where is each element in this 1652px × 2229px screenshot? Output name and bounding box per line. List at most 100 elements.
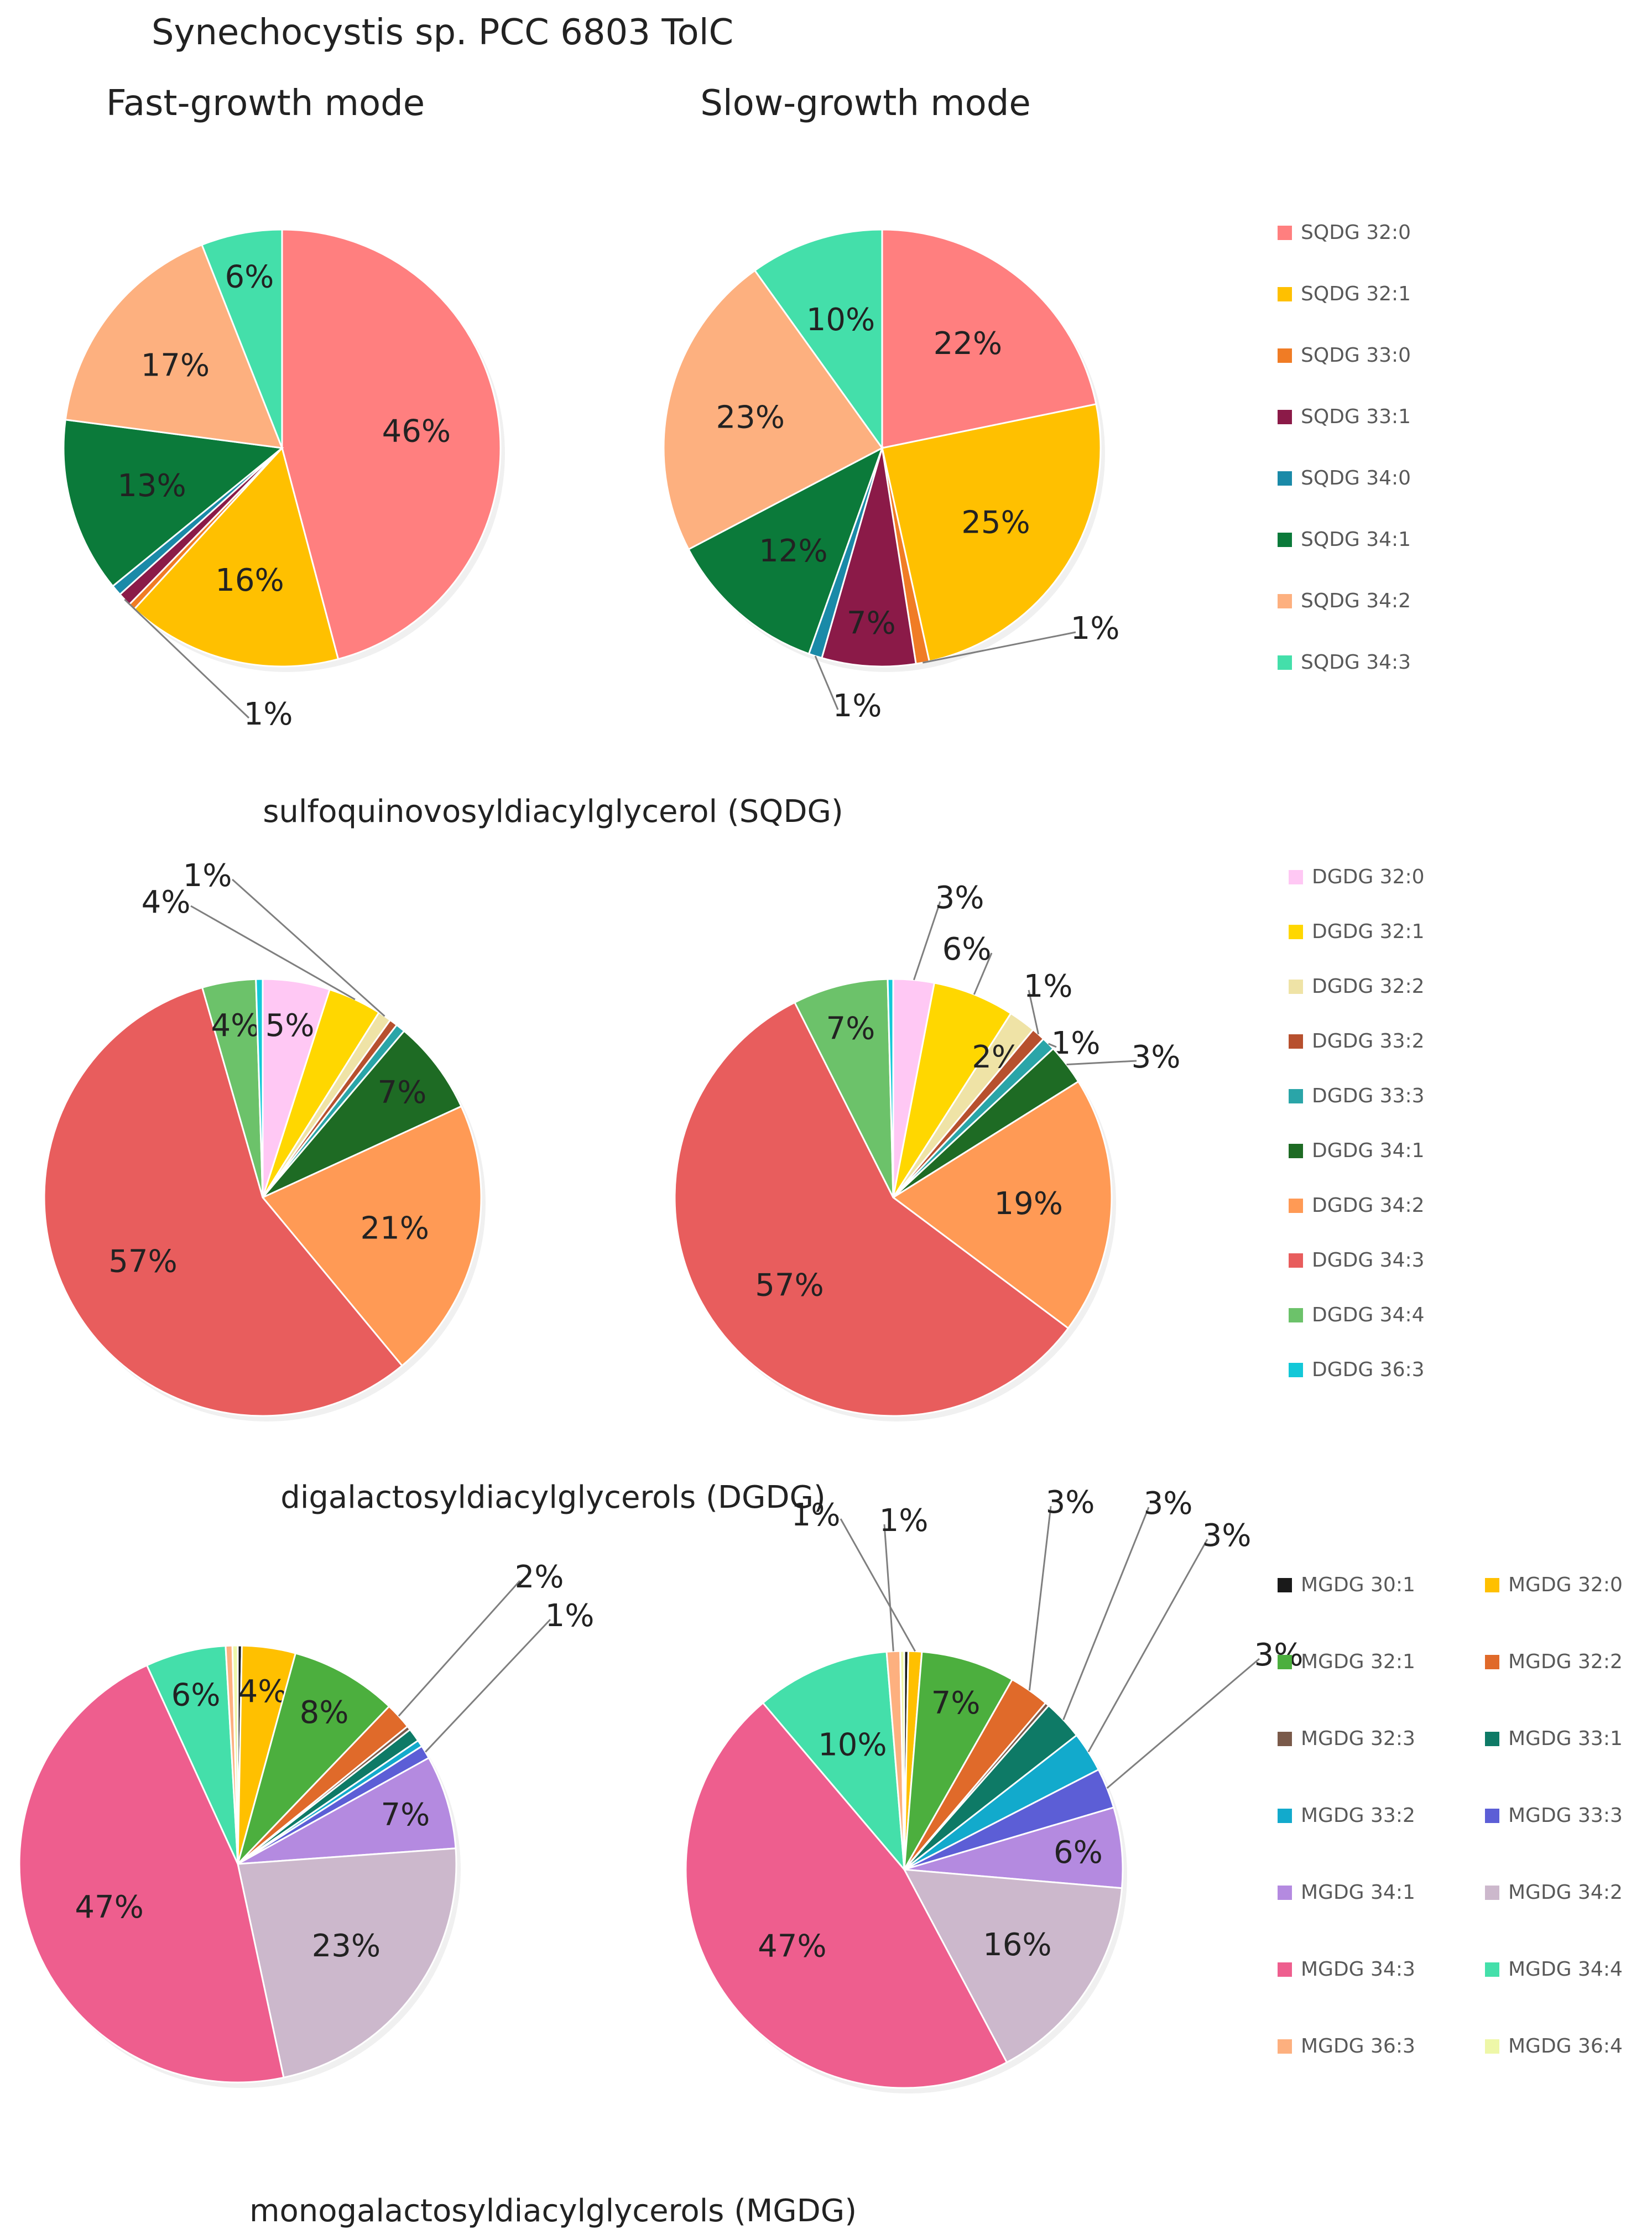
- legend-swatch: [1278, 1885, 1292, 1900]
- pie-data-label: 1%: [833, 688, 882, 724]
- legend-swatch: [1278, 1962, 1292, 1977]
- legend-item-dgdg-32-1: DGDG 32:1: [1289, 920, 1425, 943]
- legend-swatch: [1485, 2039, 1499, 2054]
- pie-data-label: 5%: [265, 1008, 315, 1044]
- pie-data-label: 1%: [244, 696, 293, 732]
- legend-swatch: [1278, 348, 1292, 363]
- legend-label: MGDG 34:3: [1301, 1958, 1415, 1981]
- legend-swatch: [1289, 1308, 1303, 1322]
- legend-swatch: [1485, 1731, 1499, 1746]
- pie-slice-mgdg-32-1: [903, 1650, 1014, 1870]
- callout-leader-line: [1048, 1043, 1057, 1048]
- legend-label: MGDG 32:0: [1508, 1574, 1623, 1596]
- pie-slice-dgdg-34-2: [261, 1105, 482, 1367]
- pie-data-label: 7%: [931, 1685, 981, 1721]
- legend-item-dgdg-36-3: DGDG 36:3: [1289, 1358, 1425, 1381]
- pie-data-label: 23%: [312, 1928, 381, 1964]
- callout-leader-line: [1087, 1539, 1208, 1753]
- pie-data-label: 46%: [382, 413, 451, 449]
- pie-data-label: 12%: [759, 533, 827, 569]
- fast-growth-title: Fast-growth mode: [106, 83, 425, 124]
- legend-swatch: [1289, 1143, 1303, 1158]
- legend-item-sqdg-33-1: SQDG 33:1: [1278, 405, 1411, 428]
- dgdg-section-title: digalactosyldiacylglycerols (DGDG): [280, 1480, 826, 1515]
- sqdg-section-title: sulfoquinovosyldiacylglycerol (SQDG): [263, 794, 843, 830]
- pie-slice-dgdg-34-1: [262, 1029, 463, 1199]
- legend-label: MGDG 30:1: [1301, 1574, 1415, 1596]
- callout-leader-line: [922, 631, 1076, 664]
- legend-swatch: [1485, 1654, 1499, 1669]
- pie-data-label: 4%: [238, 1674, 288, 1710]
- pie-slice-sqdg-34-2: [663, 269, 884, 551]
- pie-chart-sqdg-slow: 22% 25% 1% 7% 1% 12% 23% 10%: [663, 228, 1119, 724]
- pie-chart-dgdg-fast: 5%4%1%7%21%57%4%: [43, 858, 486, 1421]
- legend-item-sqdg-32-1: SQDG 32:1: [1278, 283, 1411, 305]
- legend-item-dgdg-34-2: DGDG 34:2: [1289, 1194, 1425, 1217]
- legend-label: DGDG 34:1: [1312, 1139, 1425, 1162]
- pie-slice-dgdg-34-3: [674, 1001, 1070, 1417]
- pie-slice-sqdg-33-1: [821, 447, 917, 668]
- pie-data-label: 7%: [826, 1011, 875, 1047]
- callout-leader-line: [1028, 1506, 1052, 1691]
- callout-leader-line: [973, 952, 993, 995]
- legend-label: MGDG 33:3: [1508, 1804, 1623, 1827]
- callout-leader-line: [1028, 989, 1039, 1035]
- pie-slice-sqdg-34-2: [64, 243, 284, 449]
- legend-label: MGDG 34:1: [1301, 1881, 1415, 1904]
- callout-leader-line: [124, 598, 250, 719]
- legend-label: DGDG 36:3: [1312, 1358, 1425, 1381]
- legend-label: DGDG 33:3: [1312, 1085, 1425, 1107]
- pie-data-label: 16%: [215, 563, 284, 598]
- legend-swatch: [1289, 869, 1303, 884]
- legend-label: MGDG 36:4: [1508, 2035, 1623, 2058]
- legend-swatch: [1289, 1253, 1303, 1268]
- pie-chart-mgdg-fast: 4% 8% 2%1% 7% 23% 47% 6%: [18, 1559, 594, 2088]
- pie-data-label: 1%: [791, 1497, 841, 1533]
- legend-item-mgdg-36-4: MGDG 36:4: [1485, 2035, 1623, 2058]
- pie-slice-sqdg-34-3: [753, 228, 883, 451]
- pie-data-label: 1%: [183, 858, 232, 894]
- legend-swatch: [1289, 924, 1303, 939]
- pie-data-label: 7%: [847, 605, 896, 641]
- legend-item-dgdg-32-2: DGDG 32:2: [1289, 975, 1425, 998]
- legend-swatch: [1278, 225, 1292, 240]
- legend-item-dgdg-33-2: DGDG 33:2: [1289, 1030, 1425, 1053]
- legend-swatch: [1485, 1577, 1499, 1592]
- legend-item-mgdg-34-3: MGDG 34:3: [1278, 1958, 1415, 1981]
- callout-leader-line: [1066, 1060, 1137, 1066]
- pie-slice-dgdg-34-3: [43, 986, 404, 1417]
- figure-title: Synechocystis sp. PCC 6803 TolC: [151, 12, 734, 53]
- pie-slice-mgdg-32-1: [237, 1652, 390, 1865]
- legend-item-dgdg-33-3: DGDG 33:3: [1289, 1085, 1425, 1107]
- legend-swatch: [1278, 471, 1292, 486]
- legend-item-sqdg-34-2: SQDG 34:2: [1278, 590, 1411, 612]
- legend-item-mgdg-32-2: MGDG 32:2: [1485, 1650, 1623, 1673]
- legend-label: SQDG 33:1: [1301, 405, 1411, 428]
- callout-leader-line: [398, 1580, 521, 1717]
- legend-label: MGDG 34:2: [1508, 1881, 1623, 1904]
- legend-item-mgdg-33-1: MGDG 33:1: [1485, 1727, 1623, 1750]
- pie-data-label: 3%: [1046, 1485, 1095, 1520]
- legend-item-dgdg-32-0: DGDG 32:0: [1289, 866, 1425, 888]
- legend-label: MGDG 32:3: [1301, 1727, 1415, 1750]
- pie-data-label: 6%: [1054, 1835, 1103, 1871]
- callout-leader-line: [425, 1618, 551, 1753]
- legend-item-mgdg-32-3: MGDG 32:3: [1278, 1727, 1415, 1750]
- legend-swatch: [1289, 1089, 1303, 1103]
- mgdg-section-title: monogalactosyldiacylglycerols (MGDG): [249, 2193, 857, 2229]
- pie-data-label: 17%: [141, 347, 210, 383]
- callout-leader-line: [231, 878, 385, 1017]
- pie-data-label: 57%: [755, 1267, 824, 1303]
- legend-label: DGDG 33:2: [1312, 1030, 1425, 1053]
- pie-data-label: 6%: [171, 1677, 221, 1713]
- pie-data-label: 8%: [300, 1695, 349, 1731]
- legend-label: SQDG 34:2: [1301, 590, 1411, 612]
- pie-slice-dgdg-36-3: [255, 978, 264, 1198]
- pie-data-label: 3%: [1202, 1518, 1252, 1554]
- pie-data-label: 2%: [515, 1559, 564, 1595]
- legend-swatch: [1289, 1198, 1303, 1213]
- legend-label: SQDG 32:0: [1301, 221, 1411, 244]
- legend-swatch: [1278, 532, 1292, 547]
- pie-slice-mgdg-34-3: [18, 1664, 285, 2084]
- callout-leader-line: [883, 1524, 894, 1652]
